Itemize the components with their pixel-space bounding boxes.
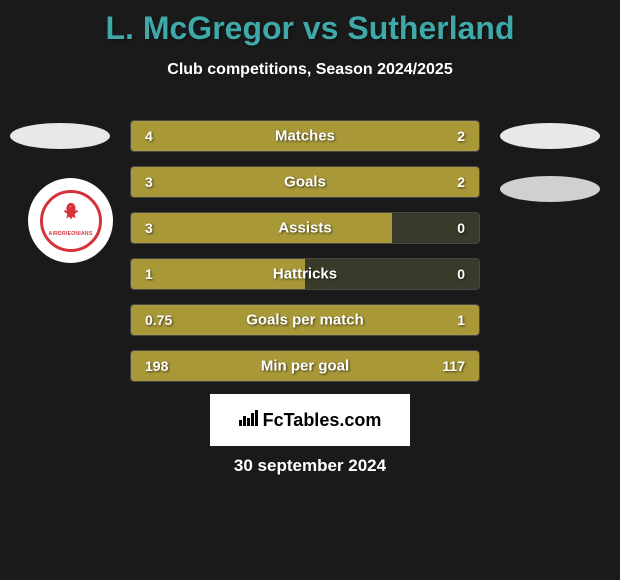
date-text: 30 september 2024	[234, 456, 386, 476]
stat-left-value: 1	[145, 266, 153, 282]
stat-label: Goals	[284, 174, 326, 191]
subtitle: Club competitions, Season 2024/2025	[0, 61, 620, 79]
stat-left-bar	[131, 351, 145, 381]
stat-right-value: 2	[457, 174, 465, 190]
club-logo: AIRDRIEONIANS	[28, 178, 113, 263]
stat-row: 198 117 Min per goal	[130, 350, 480, 382]
stat-right-value: 2	[457, 128, 465, 144]
stat-left-value: 198	[145, 358, 168, 374]
stat-left-bar	[131, 305, 145, 335]
stat-left-value: 4	[145, 128, 153, 144]
player-badge-right	[500, 123, 600, 149]
stat-right-value: 117	[442, 358, 465, 374]
stat-label: Matches	[275, 128, 335, 145]
stat-left-value: 0.75	[145, 312, 172, 328]
stat-right-value: 0	[457, 266, 465, 282]
stat-left-value: 3	[145, 174, 153, 190]
stat-right-value: 1	[457, 312, 465, 328]
club-logo-text: AIRDRIEONIANS	[49, 231, 93, 237]
stat-label: Min per goal	[261, 358, 349, 375]
stat-right-value: 0	[457, 220, 465, 236]
stat-row: 4 2 Matches	[130, 120, 480, 152]
fctables-badge[interactable]: FcTables.com	[210, 394, 410, 446]
stat-label: Hattricks	[273, 266, 337, 283]
stat-label: Assists	[278, 220, 331, 237]
club-bird-icon	[60, 201, 82, 229]
chart-icon	[239, 410, 259, 431]
stat-label: Goals per match	[246, 312, 364, 329]
stat-row: 1 0 Hattricks	[130, 258, 480, 290]
player-badge-left	[10, 123, 110, 149]
page-title: L. McGregor vs Sutherland	[0, 0, 620, 47]
stat-left-bar	[131, 213, 392, 243]
stat-left-value: 3	[145, 220, 153, 236]
fctables-text: FcTables.com	[263, 410, 382, 431]
stat-row: 0.75 1 Goals per match	[130, 304, 480, 336]
player-badge-right-2	[500, 176, 600, 202]
stat-row: 3 2 Goals	[130, 166, 480, 198]
stat-middle	[392, 213, 479, 243]
stats-container: 4 2 Matches 3 2 Goals 3 0 Assists 1 0 Hattricks 0.75…	[130, 120, 480, 396]
stat-row: 3 0 Assists	[130, 212, 480, 244]
